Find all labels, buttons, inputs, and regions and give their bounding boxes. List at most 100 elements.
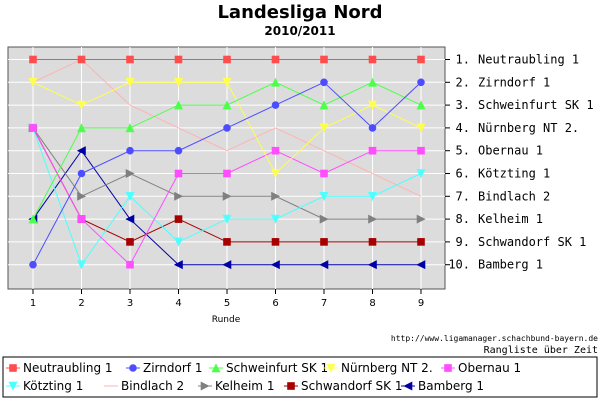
data-point [271, 146, 280, 155]
data-point [126, 260, 134, 269]
data-point [125, 192, 135, 201]
rank-team: Bamberg 1 [478, 258, 543, 272]
data-point [287, 382, 295, 390]
data-point [368, 55, 377, 64]
rank-label: 9. Schwandorf SK 1 [456, 235, 587, 249]
series-line [32, 58, 422, 197]
chart-note: Rangliste über Zeit [484, 345, 598, 356]
data-point [417, 55, 425, 64]
data-point [416, 123, 426, 133]
data-point [368, 214, 378, 224]
data-point [319, 100, 329, 110]
data-point [222, 260, 232, 270]
legend-item: Bamberg 1 [401, 379, 484, 393]
data-point [416, 214, 426, 224]
rank-team: Schwandorf SK 1 [478, 235, 586, 249]
data-point [174, 215, 183, 223]
data-point [222, 191, 232, 201]
rank-number: 7. [456, 189, 470, 203]
series-bindlach-2 [32, 58, 422, 197]
data-point [222, 100, 232, 110]
rank-label: 1. Neutraubling 1 [456, 53, 580, 67]
data-point [174, 237, 183, 247]
data-point [271, 77, 280, 87]
data-point [326, 363, 336, 373]
legend-label: Kötzting 1 [23, 379, 83, 393]
data-point [174, 169, 183, 178]
data-point [9, 364, 17, 372]
rank-team: Nürnberg NT 2. [478, 121, 579, 135]
data-point [77, 169, 86, 178]
legend-item: Nürnberg NT 2. [324, 361, 433, 375]
legend-label: Bamberg 1 [418, 379, 484, 393]
legend-item: Schwandorf SK 1 [284, 379, 402, 393]
legend-box [2, 356, 598, 398]
data-point [444, 364, 452, 372]
data-point [320, 238, 328, 246]
data-point [125, 78, 135, 87]
legend-label: Schweinfurt SK 1 [226, 361, 328, 375]
data-point [28, 214, 38, 224]
rank-label: 10. Bamberg 1 [448, 258, 543, 272]
data-point [29, 55, 37, 64]
data-point [368, 146, 377, 155]
data-point [77, 260, 86, 270]
data-point [222, 214, 232, 224]
series-group [28, 55, 426, 270]
data-point [403, 381, 413, 391]
legend-item: Neutraubling 1 [6, 361, 113, 375]
x-axis-label: Runde [212, 315, 241, 325]
rank-team: Schweinfurt SK 1 [478, 98, 594, 112]
data-point [29, 260, 37, 269]
legend-label: Obernau 1 [458, 361, 521, 375]
rank-number: 3. [456, 98, 470, 112]
legend-item: Obernau 1 [441, 361, 521, 375]
data-point [367, 260, 377, 270]
rank-number: 4. [456, 121, 470, 135]
series-neutraubling-1 [29, 55, 425, 64]
rank-label: 8. Kelheim 1 [456, 212, 543, 226]
data-point [319, 123, 329, 133]
data-point [270, 260, 280, 270]
data-point [222, 78, 232, 87]
data-point [28, 78, 38, 87]
rank-number: 9. [456, 235, 470, 249]
data-point [129, 364, 137, 372]
legend-item: Bindlach 2 [104, 379, 184, 393]
rank-label: 4. Nürnberg NT 2. [456, 121, 580, 135]
x-tick-label: 3 [127, 298, 133, 309]
data-point [417, 238, 425, 246]
x-tick-label: 2 [78, 298, 84, 309]
data-point [77, 215, 86, 223]
data-point [223, 169, 231, 178]
rank-team: Kelheim 1 [478, 212, 543, 226]
rank-team: Bindlach 2 [478, 189, 550, 203]
x-tick-label: 8 [369, 298, 375, 309]
chart-subtitle: 2010/2011 [264, 24, 335, 38]
legend-item: Kelheim 1 [198, 379, 274, 393]
legend-label: Zirndorf 1 [143, 361, 202, 375]
data-point [416, 260, 426, 270]
legend-label: Nürnberg NT 2. [341, 361, 433, 375]
data-point [417, 146, 425, 155]
data-point [416, 169, 426, 179]
data-point [223, 238, 231, 246]
data-point [200, 381, 210, 391]
data-point [77, 123, 86, 133]
rank-label: 3. Schweinfurt SK 1 [456, 98, 594, 112]
data-point [77, 191, 87, 201]
data-point [125, 214, 135, 224]
data-point [320, 169, 328, 178]
series-zirndorf-1 [29, 78, 425, 269]
data-point [417, 78, 425, 87]
data-point [271, 214, 280, 224]
rank-number: 10. [448, 258, 470, 272]
data-point [126, 146, 134, 155]
data-point [126, 238, 134, 246]
data-point [271, 55, 280, 64]
rank-number: 1. [456, 53, 470, 67]
data-point [29, 124, 37, 132]
chart-title: Landesliga Nord [217, 2, 382, 23]
x-ticks: 1 2 3 4 5 6 7 8 9 [30, 289, 424, 309]
legend-label: Kelheim 1 [215, 379, 274, 393]
